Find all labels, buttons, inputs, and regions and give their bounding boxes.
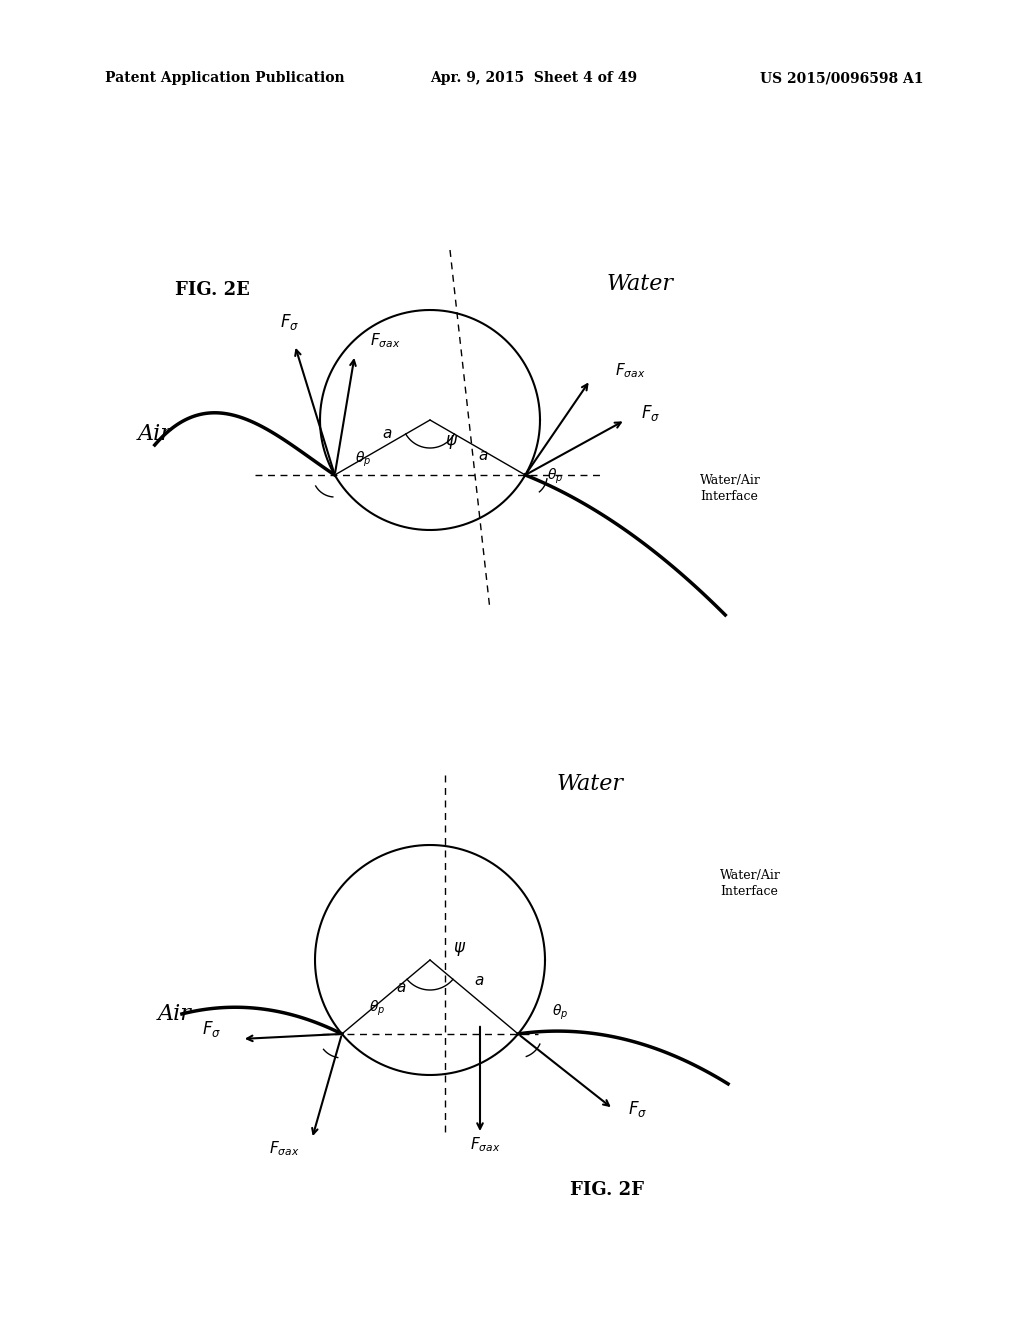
- Text: Water/Air
Interface: Water/Air Interface: [700, 474, 761, 503]
- Text: US 2015/0096598 A1: US 2015/0096598 A1: [760, 71, 924, 84]
- Text: $\theta_p$: $\theta_p$: [552, 1003, 568, 1022]
- Text: $\theta_p$: $\theta_p$: [369, 999, 385, 1018]
- Text: a: a: [474, 973, 483, 987]
- Text: $\psi$: $\psi$: [454, 940, 467, 958]
- Text: Air: Air: [158, 1003, 191, 1026]
- Text: $F_{\sigma ax}$: $F_{\sigma ax}$: [268, 1139, 299, 1158]
- Text: FIG. 2F: FIG. 2F: [570, 1181, 644, 1199]
- Text: Air: Air: [138, 422, 172, 445]
- Text: $\theta_p$: $\theta_p$: [354, 450, 371, 470]
- Text: a: a: [396, 979, 406, 995]
- Text: $F_{\sigma}$: $F_{\sigma}$: [641, 403, 659, 422]
- Text: Apr. 9, 2015  Sheet 4 of 49: Apr. 9, 2015 Sheet 4 of 49: [430, 71, 637, 84]
- Text: a: a: [478, 447, 487, 462]
- Text: $F_{\sigma}$: $F_{\sigma}$: [203, 1019, 221, 1039]
- Text: $F_{\sigma ax}$: $F_{\sigma ax}$: [615, 360, 645, 380]
- Text: Patent Application Publication: Patent Application Publication: [105, 71, 345, 84]
- Text: FIG. 2E: FIG. 2E: [175, 281, 250, 300]
- Text: Water/Air
Interface: Water/Air Interface: [720, 869, 781, 898]
- Text: a: a: [383, 425, 392, 441]
- Text: Water: Water: [556, 774, 624, 795]
- Text: $F_{\sigma ax}$: $F_{\sigma ax}$: [470, 1135, 501, 1154]
- Text: $F_{\sigma}$: $F_{\sigma}$: [629, 1100, 648, 1119]
- Text: $\psi$: $\psi$: [445, 433, 459, 451]
- Text: $\theta_p$: $\theta_p$: [547, 467, 563, 486]
- Text: $F_{\sigma}$: $F_{\sigma}$: [281, 312, 299, 333]
- Text: $F_{\sigma ax}$: $F_{\sigma ax}$: [370, 331, 400, 350]
- Text: Water: Water: [606, 273, 674, 294]
